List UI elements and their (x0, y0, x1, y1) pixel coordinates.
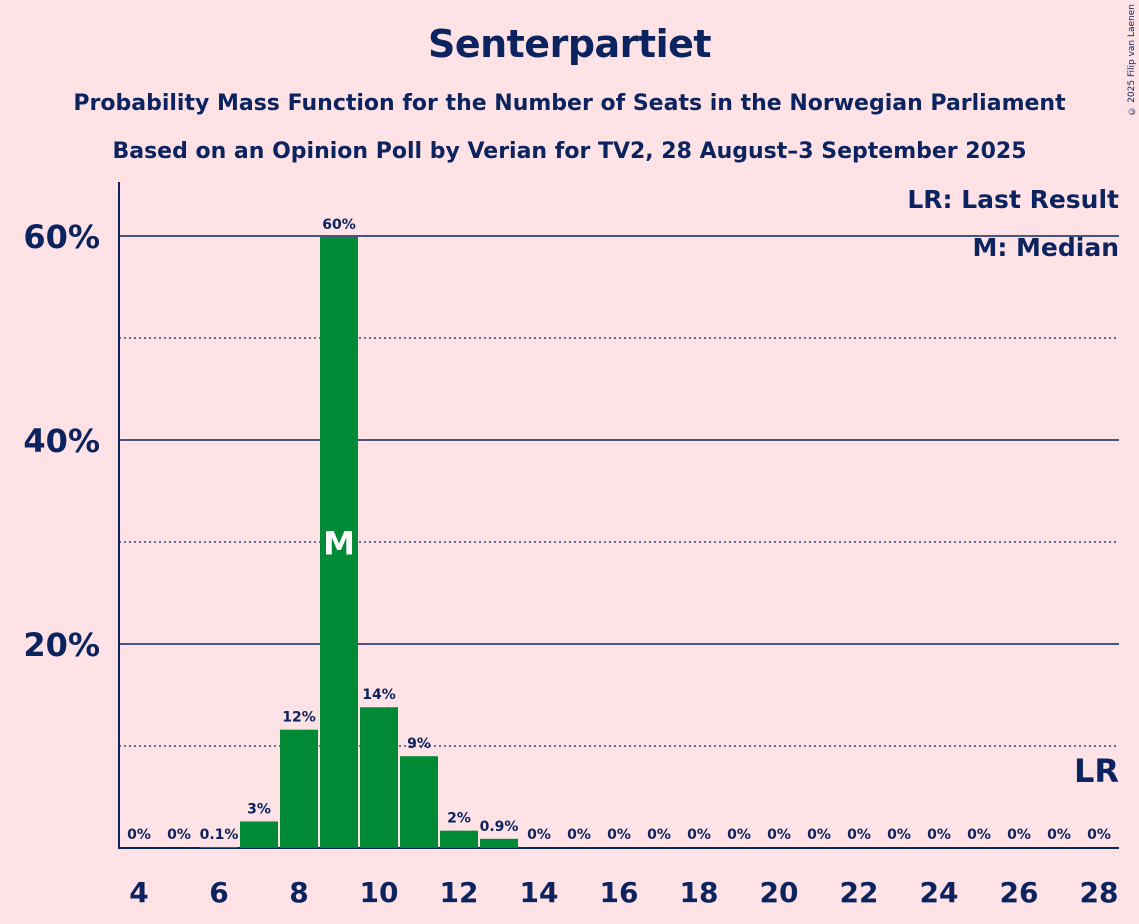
chart-title: Senterpartiet (427, 22, 712, 66)
bar-value-label: 0% (527, 827, 551, 843)
y-tick-label: 40% (23, 422, 100, 460)
x-tick-label: 4 (129, 876, 148, 909)
median-marker: M (323, 525, 355, 563)
bar-value-label: 0.1% (200, 827, 239, 843)
x-tick-label: 16 (600, 876, 639, 909)
bar-value-label: 0% (167, 827, 191, 843)
bar-value-label: 14% (362, 687, 396, 703)
bar-value-label: 0% (767, 827, 791, 843)
x-tick-label: 26 (1000, 876, 1039, 909)
y-tick-label: 60% (23, 218, 100, 256)
bar-value-label: 0% (607, 827, 631, 843)
bar-seats-9 (320, 237, 358, 848)
bar-value-label: 2% (447, 811, 471, 827)
chart-subtitle-poll: Based on an Opinion Poll by Verian for T… (112, 139, 1027, 164)
x-tick-label: 20 (760, 876, 799, 909)
bar-value-label: 3% (247, 801, 271, 817)
bar-value-label: 12% (282, 710, 316, 726)
x-tick-label: 12 (440, 876, 479, 909)
x-tick-label: 14 (520, 876, 559, 909)
bar-seats-8 (280, 729, 318, 848)
bar-value-label: 0% (127, 827, 151, 843)
x-tick-label: 8 (289, 876, 308, 909)
x-tick-label: 10 (360, 876, 399, 909)
x-tick-label: 28 (1080, 876, 1119, 909)
bar-seats-13 (480, 838, 518, 848)
bar-value-label: 0% (727, 827, 751, 843)
bar-value-label: 0% (967, 827, 991, 843)
last-result-marker: LR (1074, 752, 1119, 790)
x-tick-label: 24 (920, 876, 959, 909)
y-tick-label: 20% (23, 626, 100, 664)
bar-value-label: 0% (1047, 827, 1071, 843)
bar-value-label: 0% (687, 827, 711, 843)
legend-entry: LR: Last Result (907, 185, 1119, 214)
bar-value-label: 0% (1007, 827, 1031, 843)
bar-seats-12 (440, 830, 478, 848)
bar-value-label: 0% (807, 827, 831, 843)
bar-seats-6 (200, 846, 238, 848)
bar-value-label: 0.9% (480, 819, 519, 835)
bar-value-label: 0% (887, 827, 911, 843)
bar-seats-7 (240, 821, 278, 848)
chart-subtitle: Probability Mass Function for the Number… (73, 91, 1066, 116)
bar-value-label: 60% (322, 217, 356, 233)
legend-entry: M: Median (972, 233, 1119, 262)
bar-value-label: 0% (1087, 827, 1111, 843)
x-tick-label: 22 (840, 876, 879, 909)
bar-value-label: 0% (847, 827, 871, 843)
bar-seats-11 (400, 756, 438, 848)
x-tick-label: 18 (680, 876, 719, 909)
bar-value-label: 0% (567, 827, 591, 843)
bar-seats-10 (360, 707, 398, 848)
bar-value-label: 0% (927, 827, 951, 843)
bar-value-label: 0% (647, 827, 671, 843)
bar-value-label: 9% (407, 736, 431, 752)
x-tick-label: 6 (209, 876, 228, 909)
